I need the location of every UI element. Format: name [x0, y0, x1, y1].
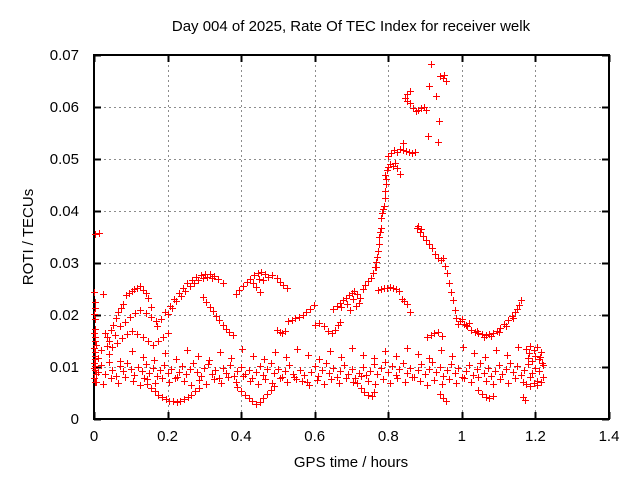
gridlines — [94, 55, 609, 419]
tick-labels: 0 0.2 0.4 0.6 0.8 1 1.2 1.4 0 0.01 0.02 0.03 0.04 0.0… — [50, 47, 620, 445]
x-tick-label: 0 — [90, 428, 98, 445]
x-tick-label: 0.4 — [231, 428, 252, 445]
chart-title: Day 004 of 2025, Rate Of TEC Index for r… — [172, 18, 531, 35]
y-tick-label: 0.06 — [50, 99, 79, 116]
y-tick-label: 0.03 — [50, 255, 79, 272]
data-points — [91, 61, 547, 408]
y-tick-label: 0.07 — [50, 47, 79, 64]
x-tick-label: 1 — [458, 428, 466, 445]
y-tick-label: 0.01 — [50, 359, 79, 376]
x-axis-label: GPS time / hours — [294, 454, 408, 471]
x-tick-label: 0.6 — [304, 428, 325, 445]
x-tick-label: 1.4 — [599, 428, 620, 445]
y-tick-label: 0.02 — [50, 307, 79, 324]
y-tick-label: 0 — [71, 411, 79, 428]
y-tick-label: 0.04 — [50, 203, 79, 220]
plot-border — [93, 54, 610, 420]
x-tick-label: 0.2 — [157, 428, 178, 445]
x-tick-label: 1.2 — [525, 428, 546, 445]
y-tick-label: 0.05 — [50, 151, 79, 168]
x-tick-label: 0.8 — [378, 428, 399, 445]
y-axis-label: ROTI / TECUs — [20, 189, 37, 285]
